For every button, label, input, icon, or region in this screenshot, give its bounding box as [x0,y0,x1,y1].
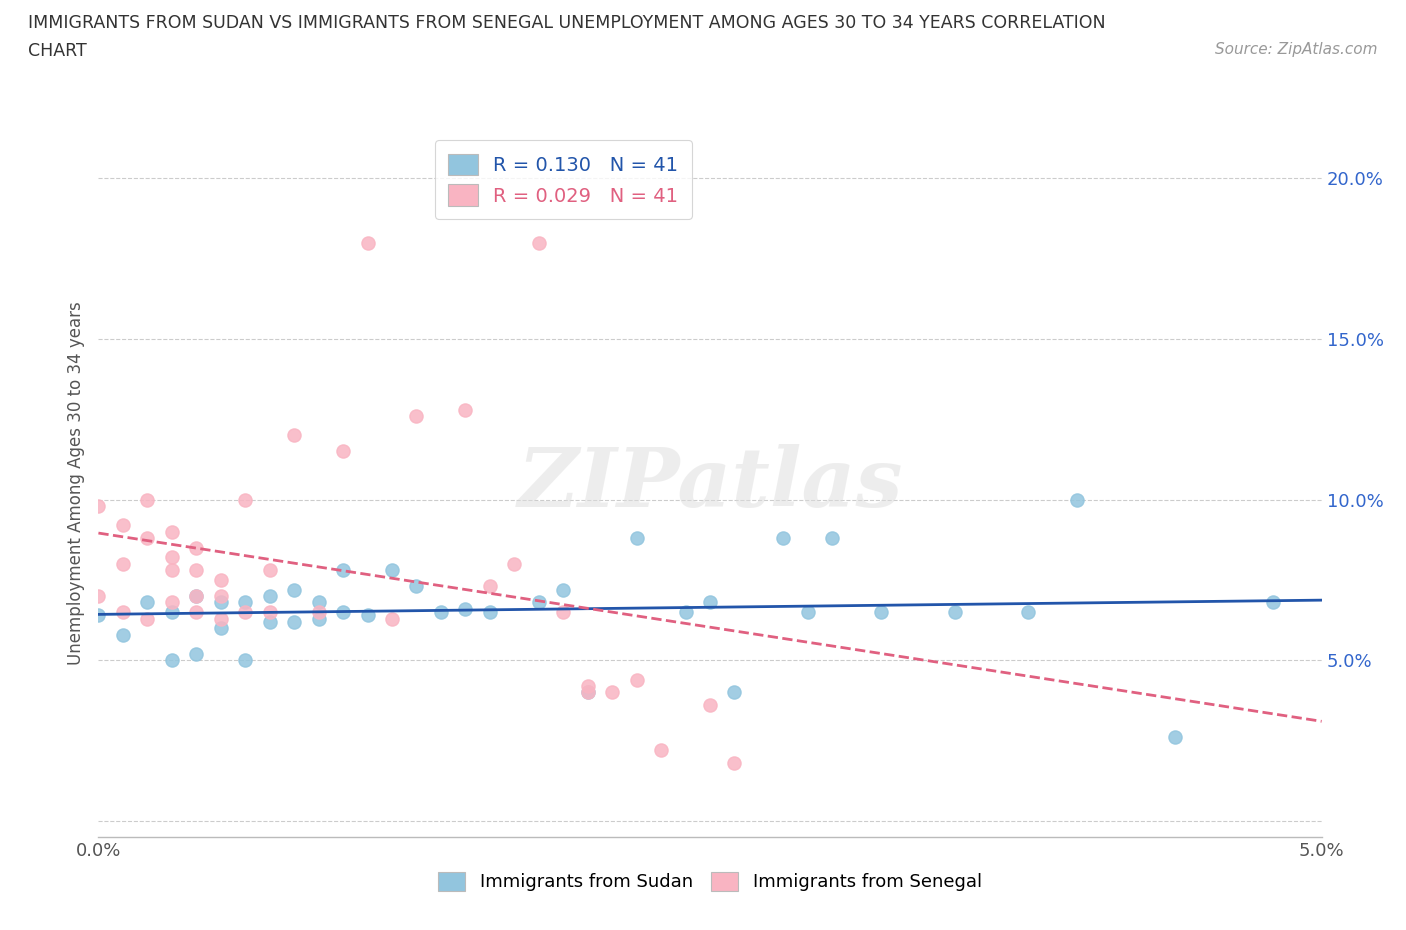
Point [943,604,966,619]
Point [699,595,721,610]
Point [160,563,183,578]
Point [553,604,575,619]
Point [209,620,232,635]
Point [111,556,134,571]
Text: CHART: CHART [28,42,87,60]
Point [527,235,550,250]
Point [356,608,378,623]
Point [136,611,159,626]
Point [308,611,330,626]
Point [186,604,208,619]
Point [699,698,721,712]
Point [576,685,599,700]
Point [186,563,208,578]
Text: ZIPatlas: ZIPatlas [517,444,903,524]
Point [553,582,575,597]
Point [381,563,404,578]
Point [675,604,697,619]
Point [233,595,256,610]
Point [723,756,745,771]
Point [209,611,232,626]
Point [797,604,820,619]
Text: IMMIGRANTS FROM SUDAN VS IMMIGRANTS FROM SENEGAL UNEMPLOYMENT AMONG AGES 30 TO 3: IMMIGRANTS FROM SUDAN VS IMMIGRANTS FROM… [28,14,1105,32]
Point [160,550,183,565]
Point [233,492,256,507]
Text: Source: ZipAtlas.com: Source: ZipAtlas.com [1215,42,1378,57]
Point [381,611,404,626]
Point [209,589,232,604]
Point [332,563,354,578]
Point [259,589,281,604]
Point [576,685,599,700]
Point [650,743,672,758]
Point [136,531,159,546]
Point [259,615,281,630]
Point [160,604,183,619]
Point [332,444,354,458]
Point [283,615,305,630]
Point [503,556,526,571]
Point [1066,492,1088,507]
Point [160,653,183,668]
Point [405,579,427,594]
Point [186,540,208,555]
Point [454,403,477,418]
Point [87,608,110,623]
Point [430,604,453,619]
Point [283,428,305,443]
Legend: Immigrants from Sudan, Immigrants from Senegal: Immigrants from Sudan, Immigrants from S… [432,864,988,898]
Point [259,604,281,619]
Point [576,679,599,694]
Point [111,518,134,533]
Point [186,646,208,661]
Point [87,498,110,513]
Point [1164,730,1187,745]
Point [233,653,256,668]
Point [136,595,159,610]
Point [1017,604,1039,619]
Point [308,595,330,610]
Point [160,595,183,610]
Point [356,235,378,250]
Point [600,685,623,700]
Y-axis label: Unemployment Among Ages 30 to 34 years: Unemployment Among Ages 30 to 34 years [66,301,84,666]
Point [87,589,110,604]
Point [308,604,330,619]
Point [186,589,208,604]
Point [209,573,232,588]
Point [870,604,893,619]
Point [723,685,745,700]
Point [111,627,134,642]
Point [136,492,159,507]
Point [209,595,232,610]
Point [233,604,256,619]
Point [111,604,134,619]
Point [405,408,427,423]
Point [454,602,477,617]
Point [821,531,844,546]
Point [772,531,794,546]
Point [186,589,208,604]
Point [1261,595,1284,610]
Point [626,531,648,546]
Point [332,604,354,619]
Point [527,595,550,610]
Point [626,672,648,687]
Point [478,579,501,594]
Point [160,525,183,539]
Point [259,563,281,578]
Point [283,582,305,597]
Point [478,604,501,619]
